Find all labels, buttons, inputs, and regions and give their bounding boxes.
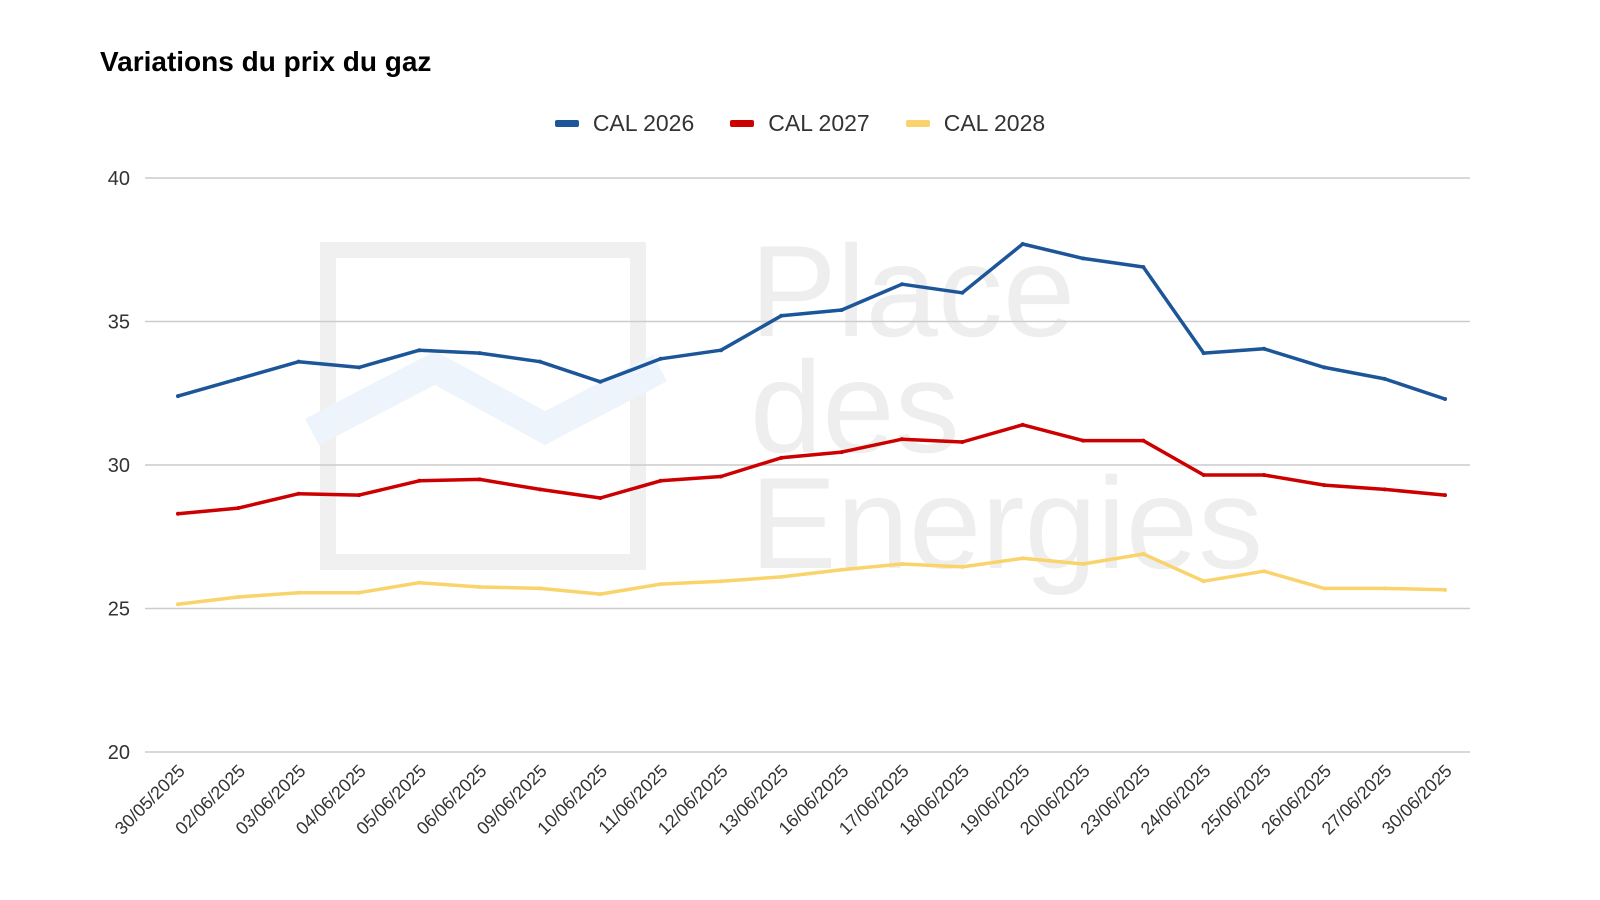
data-point: [1141, 438, 1146, 443]
legend-swatch-cal-2027: [730, 120, 755, 127]
data-point: [1141, 551, 1146, 556]
data-point: [417, 348, 422, 353]
y-axis: 20 25 30 35 40: [108, 168, 130, 764]
data-point: [719, 348, 723, 353]
data-point: [1081, 562, 1085, 567]
watermark-line: des: [750, 334, 960, 480]
data-point: [598, 379, 603, 384]
data-point: [357, 493, 361, 498]
data-point: [296, 359, 301, 364]
data-point: [719, 474, 723, 479]
chart-legend: CAL 2026 CAL 2027 CAL 2028: [0, 110, 1600, 137]
data-point: [719, 579, 723, 584]
series: [176, 242, 1447, 607]
data-point: [658, 582, 663, 587]
data-point: [900, 437, 904, 442]
data-point: [477, 351, 482, 356]
data-point: [900, 562, 904, 567]
data-point: [839, 308, 844, 313]
data-point: [417, 580, 422, 585]
legend-item-cal-2026[interactable]: CAL 2026: [554, 110, 695, 137]
data-point: [839, 567, 844, 572]
grid: [145, 177, 1470, 753]
data-point: [1322, 483, 1327, 488]
legend-label-cal-2028: CAL 2028: [943, 110, 1046, 136]
data-point: [1262, 569, 1266, 574]
data-point: [477, 584, 482, 589]
data-point: [176, 602, 180, 607]
y-tick-label: 40: [108, 168, 130, 190]
data-point: [1081, 256, 1085, 261]
data-point: [1322, 365, 1327, 370]
series-line-cal-2028: [176, 552, 1447, 606]
y-tick-label: 25: [108, 599, 130, 621]
y-tick-label: 35: [108, 312, 130, 334]
data-point: [477, 477, 482, 482]
data-point: [236, 376, 241, 381]
data-point: [176, 511, 180, 516]
series-line-cal-2026: [176, 242, 1447, 401]
data-point: [1382, 586, 1387, 591]
data-point: [296, 590, 301, 595]
data-point: [598, 592, 603, 597]
data-point: [1141, 264, 1146, 269]
data-point: [538, 487, 542, 492]
data-point: [1201, 351, 1206, 356]
chart-title: Variations du prix du gaz: [100, 46, 432, 77]
x-axis: 30/05/202502/06/202503/06/202504/06/2025…: [111, 761, 1456, 839]
data-point: [658, 356, 663, 361]
data-point: [1081, 438, 1085, 443]
data-point: [779, 455, 784, 460]
data-point: [1020, 556, 1025, 561]
y-tick-label: 20: [108, 742, 130, 764]
data-point: [1322, 586, 1327, 591]
data-point: [1020, 422, 1025, 427]
legend-label-cal-2027: CAL 2027: [768, 110, 870, 136]
data-point: [779, 574, 784, 579]
data-point: [296, 491, 301, 496]
data-point: [538, 359, 542, 364]
data-point: [960, 290, 965, 295]
watermark-logo: Place des Energies: [305, 218, 1263, 596]
data-point: [176, 394, 180, 399]
data-point: [1201, 579, 1206, 584]
data-point: [417, 478, 422, 483]
data-point: [900, 282, 904, 287]
data-point: [1382, 376, 1387, 381]
data-point: [236, 595, 241, 600]
legend-swatch-cal-2026: [554, 120, 579, 127]
legend-item-cal-2027[interactable]: CAL 2027: [730, 110, 870, 137]
data-point: [236, 506, 241, 511]
data-point: [960, 440, 965, 445]
data-point: [1262, 346, 1266, 351]
data-point: [538, 586, 542, 591]
y-tick-label: 30: [108, 455, 130, 477]
data-point: [357, 590, 361, 595]
data-point: [839, 450, 844, 455]
legend-label-cal-2026: CAL 2026: [592, 110, 695, 136]
data-point: [1262, 473, 1266, 478]
data-point: [1201, 473, 1206, 478]
data-point: [1443, 493, 1447, 498]
data-point: [1443, 587, 1447, 592]
data-point: [960, 564, 965, 569]
data-point: [1382, 487, 1387, 492]
data-point: [598, 496, 603, 501]
data-point: [1443, 396, 1447, 401]
series-line-cal-2027: [176, 423, 1447, 516]
data-point: [658, 478, 663, 483]
legend-swatch-cal-2028: [905, 120, 930, 127]
watermark-line: Place: [750, 218, 1075, 364]
legend-item-cal-2028[interactable]: CAL 2028: [905, 110, 1046, 137]
data-point: [779, 313, 784, 318]
data-point: [357, 365, 361, 370]
data-point: [1020, 242, 1025, 247]
